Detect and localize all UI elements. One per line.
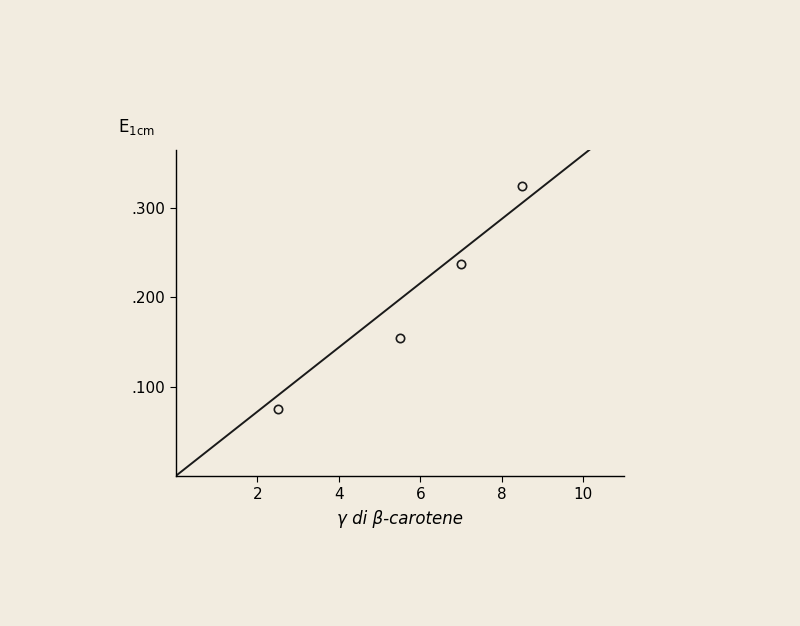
Text: E$_{1\mathregular{cm}}$: E$_{1\mathregular{cm}}$ — [118, 117, 154, 137]
X-axis label: γ di β-carotene: γ di β-carotene — [337, 510, 463, 528]
